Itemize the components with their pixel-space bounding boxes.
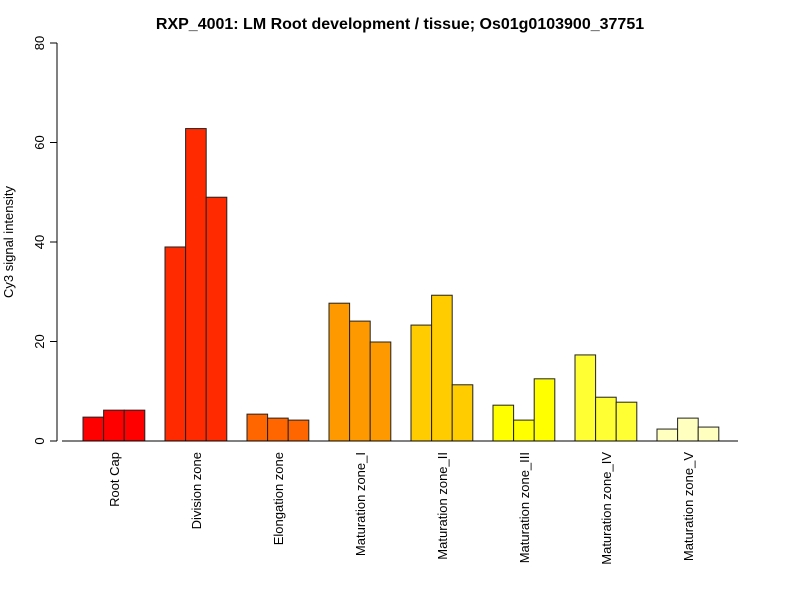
x-tick-label: Division zone — [189, 452, 204, 529]
bar — [82, 416, 105, 442]
y-tick-label: 20 — [32, 334, 47, 348]
bar — [656, 428, 679, 442]
chart-title: RXP_4001: LM Root development / tissue; … — [156, 16, 644, 33]
bar — [677, 417, 699, 442]
bar — [697, 426, 720, 442]
x-tick-label: Maturation zone_II — [435, 452, 450, 560]
y-tick-label: 0 — [32, 437, 47, 444]
bar — [595, 396, 617, 442]
y-tick-label: 80 — [32, 36, 47, 50]
bar — [103, 409, 125, 442]
y-axis-label: Cy3 signal intensity — [1, 186, 16, 298]
bar — [615, 401, 638, 442]
bar — [513, 419, 535, 442]
bar — [205, 196, 228, 442]
bar — [123, 409, 146, 442]
bar — [492, 404, 515, 442]
bar — [185, 128, 207, 442]
bar — [451, 384, 474, 442]
y-tick-label: 60 — [32, 135, 47, 149]
x-tick-label: Maturation zone_III — [517, 452, 532, 563]
bar — [369, 341, 392, 442]
x-tick-label: Maturation zone_V — [681, 452, 696, 561]
bar — [246, 413, 269, 442]
bar — [410, 324, 433, 442]
bar — [431, 294, 453, 442]
y-tick-label: 40 — [32, 235, 47, 249]
bar — [267, 417, 289, 442]
x-tick-label: Maturation zone_IV — [599, 452, 614, 565]
x-tick-label: Maturation zone_I — [353, 452, 368, 556]
bar — [328, 302, 351, 442]
bar — [349, 320, 371, 442]
bar — [533, 378, 556, 442]
bar — [574, 354, 597, 442]
bar — [164, 246, 187, 442]
bar — [287, 419, 310, 442]
x-tick-label: Elongation zone — [271, 452, 286, 545]
x-tick-label: Root Cap — [107, 452, 122, 507]
